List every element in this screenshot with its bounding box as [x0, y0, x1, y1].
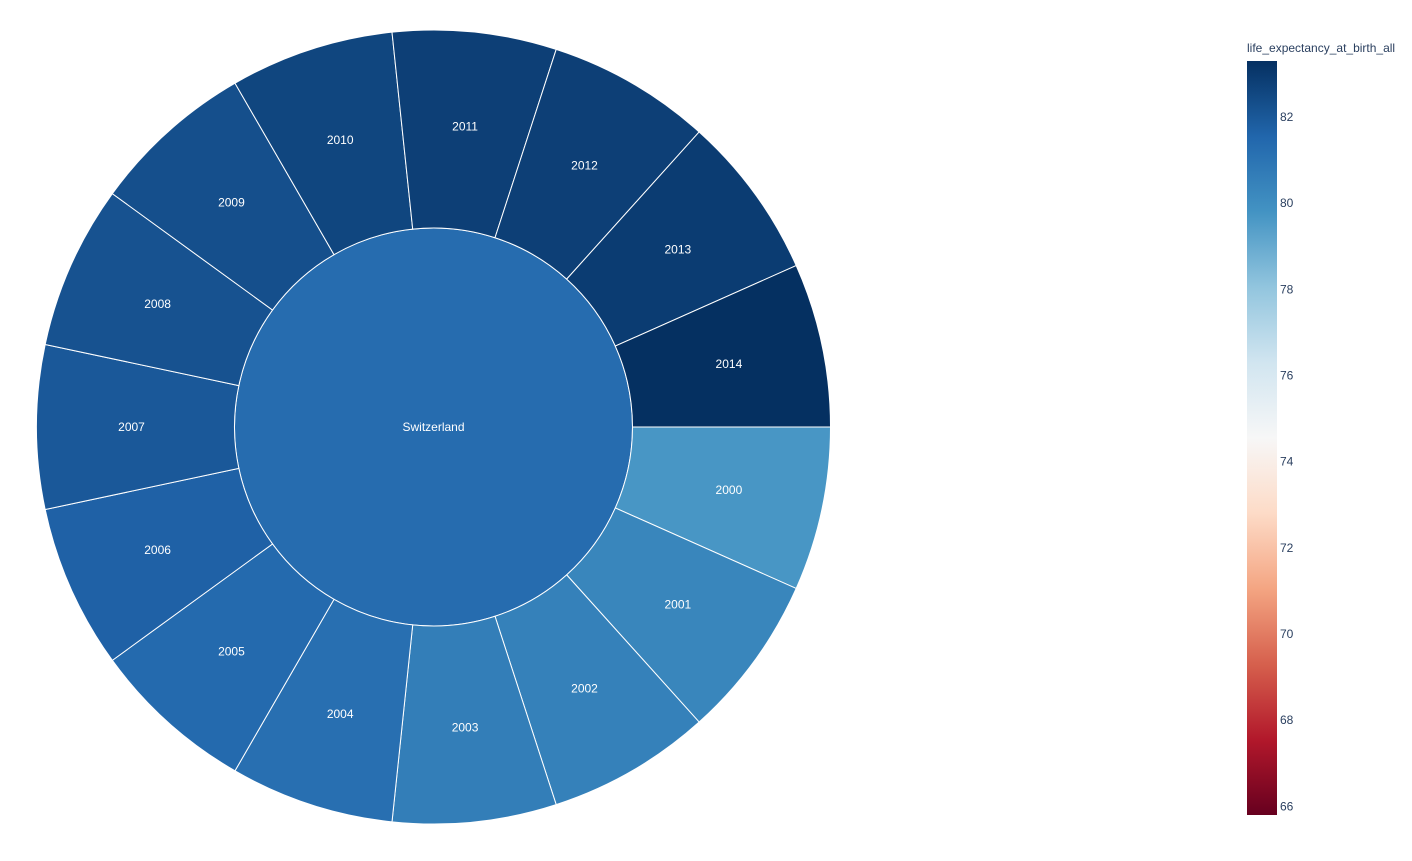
segment-label-root: Switzerland	[402, 420, 464, 434]
colorbar-tick-66: 66	[1280, 799, 1294, 813]
colorbar-tick-74: 74	[1280, 455, 1294, 469]
colorbar-tick-72: 72	[1280, 541, 1294, 555]
colorbar-tick-68: 68	[1280, 713, 1294, 727]
segment-label-2001: 2001	[664, 598, 691, 612]
colorbar: life_expectancy_at_birth_all 66 68 70 72 74 7…	[1247, 41, 1395, 815]
colorbar-tick-82: 82	[1280, 110, 1294, 124]
segment-label-2013: 2013	[664, 242, 691, 256]
segment-label-2004: 2004	[327, 707, 354, 721]
colorbar-gradient	[1247, 61, 1277, 815]
colorbar-tick-70: 70	[1280, 627, 1294, 641]
colorbar-tick-78: 78	[1280, 282, 1294, 296]
segment-label-2007: 2007	[118, 420, 145, 434]
segment-label-2010: 2010	[327, 133, 354, 147]
segment-label-2012: 2012	[571, 158, 598, 172]
segment-label-2009: 2009	[218, 196, 245, 210]
segment-label-2006: 2006	[144, 543, 171, 557]
segment-label-2014: 2014	[716, 357, 743, 371]
segment-label-2005: 2005	[218, 644, 245, 658]
segment-label-2003: 2003	[452, 720, 479, 734]
segment-label-2002: 2002	[571, 682, 598, 696]
colorbar-title: life_expectancy_at_birth_all	[1247, 41, 1395, 55]
colorbar-ticks: 66 68 70 72 74 76 78 80 82	[1280, 110, 1294, 813]
segment-label-2008: 2008	[144, 297, 171, 311]
colorbar-tick-76: 76	[1280, 369, 1294, 383]
segment-label-2000: 2000	[716, 483, 743, 497]
segment-label-2011: 2011	[452, 120, 478, 134]
sunburst-layer: Switzerland 2000 2001 2002 2003 2004 2005 2006 2…	[36, 29, 832, 825]
colorbar-tick-80: 80	[1280, 196, 1294, 210]
segment-2014[interactable]	[614, 264, 832, 428]
